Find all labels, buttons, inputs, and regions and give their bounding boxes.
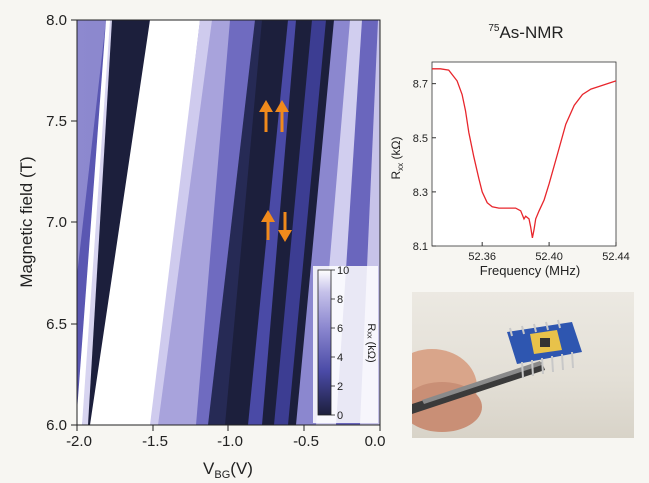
nmr-title: 75As-NMR (488, 23, 563, 42)
heatmap-y-tick: 6.5 (46, 316, 67, 333)
colorbar-label: Rₓₓ (kΩ) (365, 323, 377, 362)
nmr-x-axis-label: Frequency (MHz) (480, 263, 580, 278)
heatmap-y-tick: 8.0 (46, 12, 67, 29)
heatmap-x-tick: -0.5 (293, 433, 319, 450)
heatmap-y-tick: 7.5 (46, 113, 67, 130)
heatmap-x-axis-label: VBG(V) (203, 459, 253, 481)
colorbar-tick: 4 (337, 352, 343, 364)
heatmap-x-tick: -1.5 (142, 433, 168, 450)
colorbar-tick: 0 (337, 410, 343, 422)
nmr-y-tick-label: 8.1 (413, 241, 428, 253)
heatmap-y-axis-label: Magnetic field (T) (17, 156, 36, 287)
nmr-ticks: 52.36 52.40 52.44 8.1 8.3 8.5 8.7 (413, 79, 630, 263)
nmr-y-tick-label: 8.5 (413, 133, 428, 145)
colorbar-tick: 8 (337, 294, 343, 306)
nmr-line-series (432, 68, 617, 239)
heatmap-image (77, 20, 380, 425)
device-photo-illustration (412, 319, 582, 432)
nmr-y-tick-label: 8.3 (413, 187, 428, 199)
nmr-y-axis-label: Rxx (kΩ) (389, 137, 405, 180)
heatmap-y-axis: 6.0 6.5 7.0 7.5 8.0 Magnetic field (T) (17, 12, 77, 434)
heatmap-x-tick: -1.0 (217, 433, 243, 450)
colorbar-tick: 2 (337, 381, 343, 393)
device-photo (412, 292, 634, 438)
nmr-y-tick-label: 8.7 (413, 79, 428, 91)
nmr-panel: 75As-NMR 52.36 52.40 52.44 8.1 8.3 8.5 8.7 Fre… (389, 23, 630, 278)
spin-arrows-up-up (259, 100, 289, 132)
heatmap-panel: -2.0 -1.5 -1.0 -0.5 0.0 VBG(V) 6.0 6.5 7… (17, 12, 385, 481)
heatmap-x-tick: -2.0 (66, 433, 92, 450)
heatmap-x-tick: 0.0 (365, 433, 386, 450)
colorbar-tick: 6 (337, 323, 343, 335)
nmr-x-tick-label: 52.44 (602, 251, 630, 263)
colorbar-scale (317, 269, 332, 416)
heatmap-y-tick: 6.0 (46, 417, 67, 434)
colorbar: 0 2 4 6 8 10 Rₓₓ (kΩ) (313, 265, 378, 423)
colorbar-tick: 10 (337, 265, 349, 277)
nmr-x-tick-label: 52.40 (535, 251, 563, 263)
heatmap-x-axis: -2.0 -1.5 -1.0 -0.5 0.0 VBG(V) (66, 425, 385, 481)
spin-arrows-up-down (261, 210, 292, 242)
heatmap-y-tick: 7.0 (46, 214, 67, 231)
nmr-x-tick-label: 52.36 (468, 251, 496, 263)
